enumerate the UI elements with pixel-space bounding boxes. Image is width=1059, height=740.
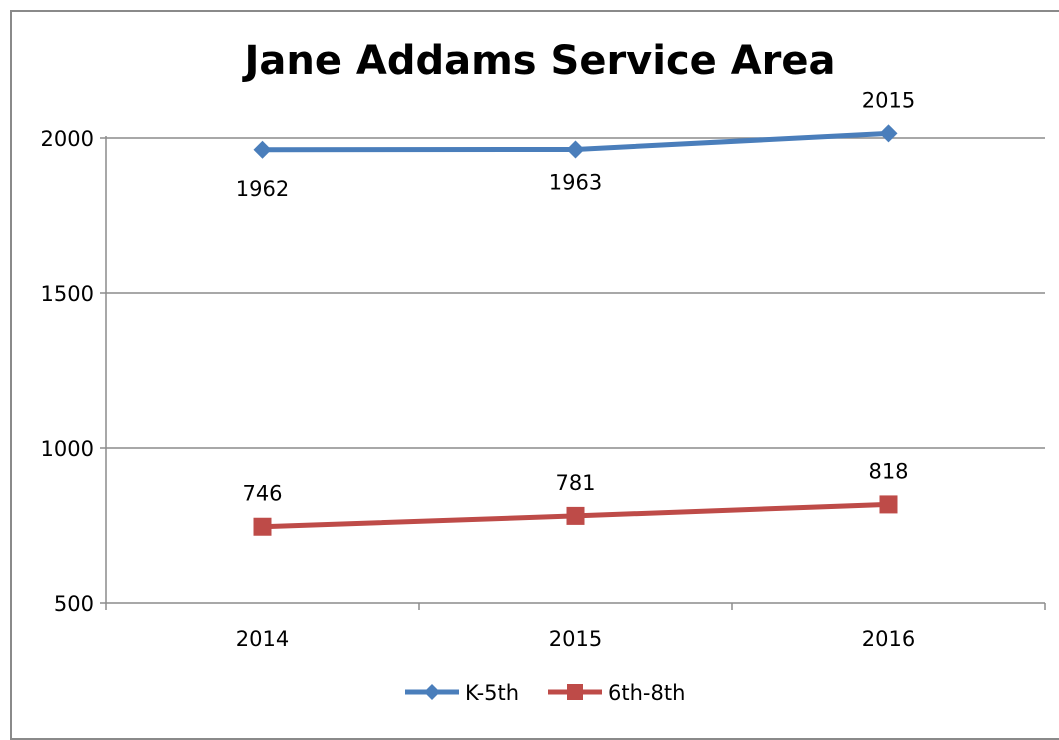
- data-label: 1963: [549, 170, 602, 194]
- data-label: 818: [868, 459, 908, 483]
- data-label: 2015: [862, 88, 915, 112]
- data-point-square: [567, 507, 585, 525]
- data-point-square: [567, 684, 583, 700]
- data-label: 746: [242, 482, 282, 506]
- data-point-square: [880, 495, 898, 513]
- data-point-diamond: [254, 141, 272, 159]
- data-point-diamond: [567, 140, 585, 158]
- x-tick-label: 2016: [862, 627, 915, 651]
- y-tick-label: 500: [54, 592, 94, 616]
- y-tick-label: 1000: [41, 437, 94, 461]
- legend-label: K-5th: [465, 681, 519, 705]
- data-label: 1962: [236, 177, 289, 201]
- y-tick-label: 1500: [41, 282, 94, 306]
- data-point-diamond: [424, 684, 440, 700]
- data-point-square: [254, 518, 272, 536]
- data-point-diamond: [880, 124, 898, 142]
- legend-label: 6th-8th: [608, 681, 685, 705]
- x-tick-label: 2014: [236, 627, 289, 651]
- data-label: 781: [555, 471, 595, 495]
- y-tick-label: 2000: [41, 127, 94, 151]
- x-tick-label: 2015: [549, 627, 602, 651]
